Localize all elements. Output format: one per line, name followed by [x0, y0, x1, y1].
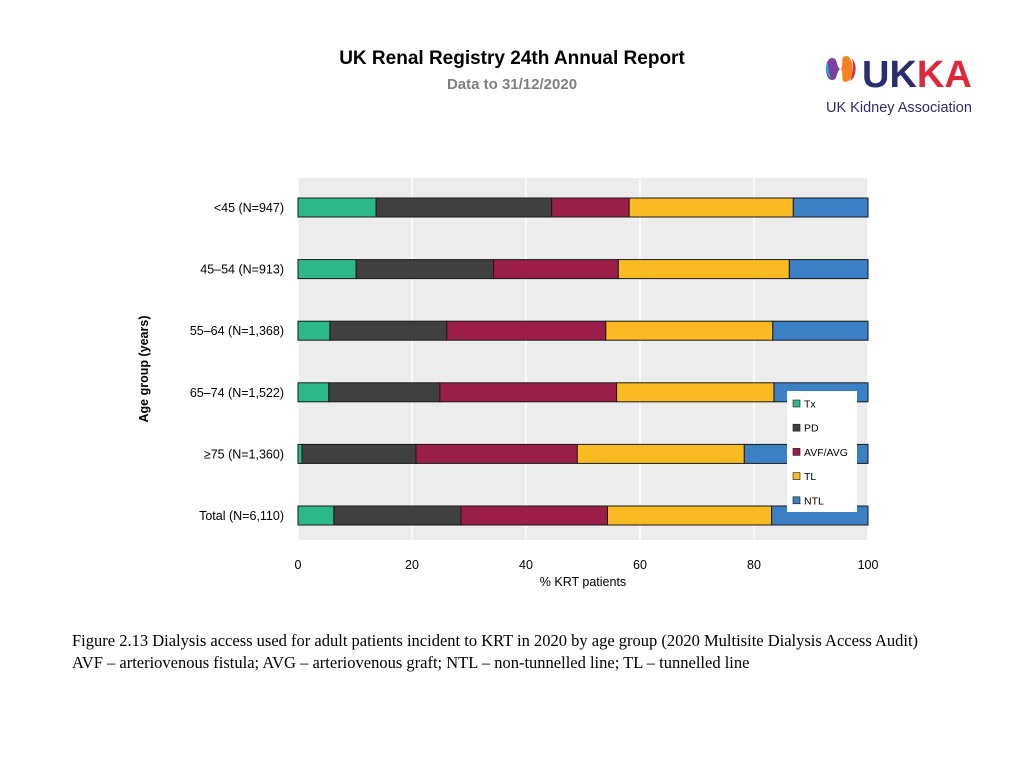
legend-swatch-pd — [792, 423, 801, 432]
figure-caption: Figure 2.13 Dialysis access used for adu… — [72, 630, 972, 674]
bar-tx-row-2 — [297, 259, 357, 280]
bar-tx-row-1 — [297, 197, 377, 218]
x-tick-40: 40 — [519, 558, 533, 572]
caption-line-1: Figure 2.13 Dialysis access used for adu… — [72, 631, 919, 650]
bar-pd-row-2 — [355, 259, 495, 280]
kidney-emblem-icon — [826, 56, 856, 82]
bar-tx-row-6 — [297, 505, 335, 526]
x-tick-20: 20 — [405, 558, 419, 572]
bar-tl-row-4 — [616, 382, 775, 403]
report-subtitle: Data to 31/12/2020 — [446, 76, 578, 93]
category-label-3: 55–64 (N=1,368) — [190, 324, 284, 338]
stacked-bar-chart: <45 (N=947) 45–54 (N=913) 55–64 (N=1,368) 6… — [137, 178, 879, 589]
legend-swatch-ntl — [792, 496, 801, 505]
x-axis-label: % KRT patients — [540, 575, 626, 589]
category-label-6: Total (N=6,110) — [199, 509, 284, 523]
bar-avf-avg-row-1 — [551, 197, 630, 218]
x-tick-100: 100 — [858, 558, 879, 572]
legend-label-avf-avg: AVF/AVG — [804, 447, 848, 459]
bar-pd-row-3 — [329, 320, 448, 341]
caption-line-2: AVF – arteriovenous fistula; AVG – arter… — [72, 653, 750, 672]
plot-background — [298, 178, 868, 540]
bar-tl-row-5 — [576, 443, 745, 464]
bar-tl-row-3 — [605, 320, 774, 341]
bar-pd-row-1 — [375, 197, 553, 218]
category-label-4: 65–74 (N=1,522) — [190, 386, 284, 400]
category-label-5: ≥75 (N=1,360) — [204, 447, 284, 461]
legend-swatch-avf-avg — [792, 448, 801, 456]
category-label-2: 45–54 (N=913) — [200, 263, 284, 277]
bar-tl-row-1 — [628, 197, 794, 218]
bar-pd-row-5 — [301, 443, 417, 464]
bar-ntl-row-2 — [788, 259, 869, 280]
category-label-1: <45 (N=947) — [214, 201, 284, 215]
bar-tl-row-2 — [617, 259, 790, 280]
ukka-logo: UKKA UK Kidney Association — [826, 54, 972, 116]
bar-tx-row-3 — [297, 320, 331, 341]
logo-name: UK Kidney Association — [826, 100, 972, 116]
legend-swatch-tx — [792, 399, 801, 408]
gridlines — [297, 178, 869, 540]
bar-avf-avg-row-5 — [415, 443, 578, 464]
bar-avf-avg-row-6 — [460, 505, 609, 526]
bars — [297, 197, 869, 526]
bar-avf-avg-row-2 — [493, 259, 619, 280]
legend-label-pd: PD — [804, 423, 819, 435]
legend-swatch-tl — [792, 472, 801, 480]
logo-wordmark: UKKA — [862, 54, 972, 96]
bar-tl-row-6 — [607, 505, 773, 526]
category-labels: <45 (N=947) 45–54 (N=913) 55–64 (N=1,368) 6… — [190, 201, 284, 523]
bar-tx-row-5 — [297, 443, 303, 464]
legend-label-tl: TL — [804, 471, 816, 483]
x-tick-0: 0 — [295, 558, 302, 572]
legend-label-tx: Tx — [804, 399, 816, 411]
x-tick-labels: 0 20 40 60 80 100 — [295, 558, 879, 572]
bar-ntl-row-3 — [772, 320, 869, 341]
bar-pd-row-6 — [333, 505, 462, 526]
bar-avf-avg-row-4 — [439, 382, 618, 403]
y-axis-label: Age group (years) — [137, 316, 151, 423]
report-title: UK Renal Registry 24th Annual Report — [339, 48, 685, 69]
x-tick-80: 80 — [747, 558, 761, 572]
legend-label-ntl: NTL — [804, 495, 824, 507]
legend: Tx PD AVF/AVG TL NTL — [787, 391, 857, 512]
x-tick-60: 60 — [633, 558, 647, 572]
bar-tx-row-4 — [297, 382, 330, 403]
bar-ntl-row-1 — [792, 197, 869, 218]
bar-pd-row-4 — [328, 382, 441, 403]
bar-avf-avg-row-3 — [446, 320, 607, 341]
